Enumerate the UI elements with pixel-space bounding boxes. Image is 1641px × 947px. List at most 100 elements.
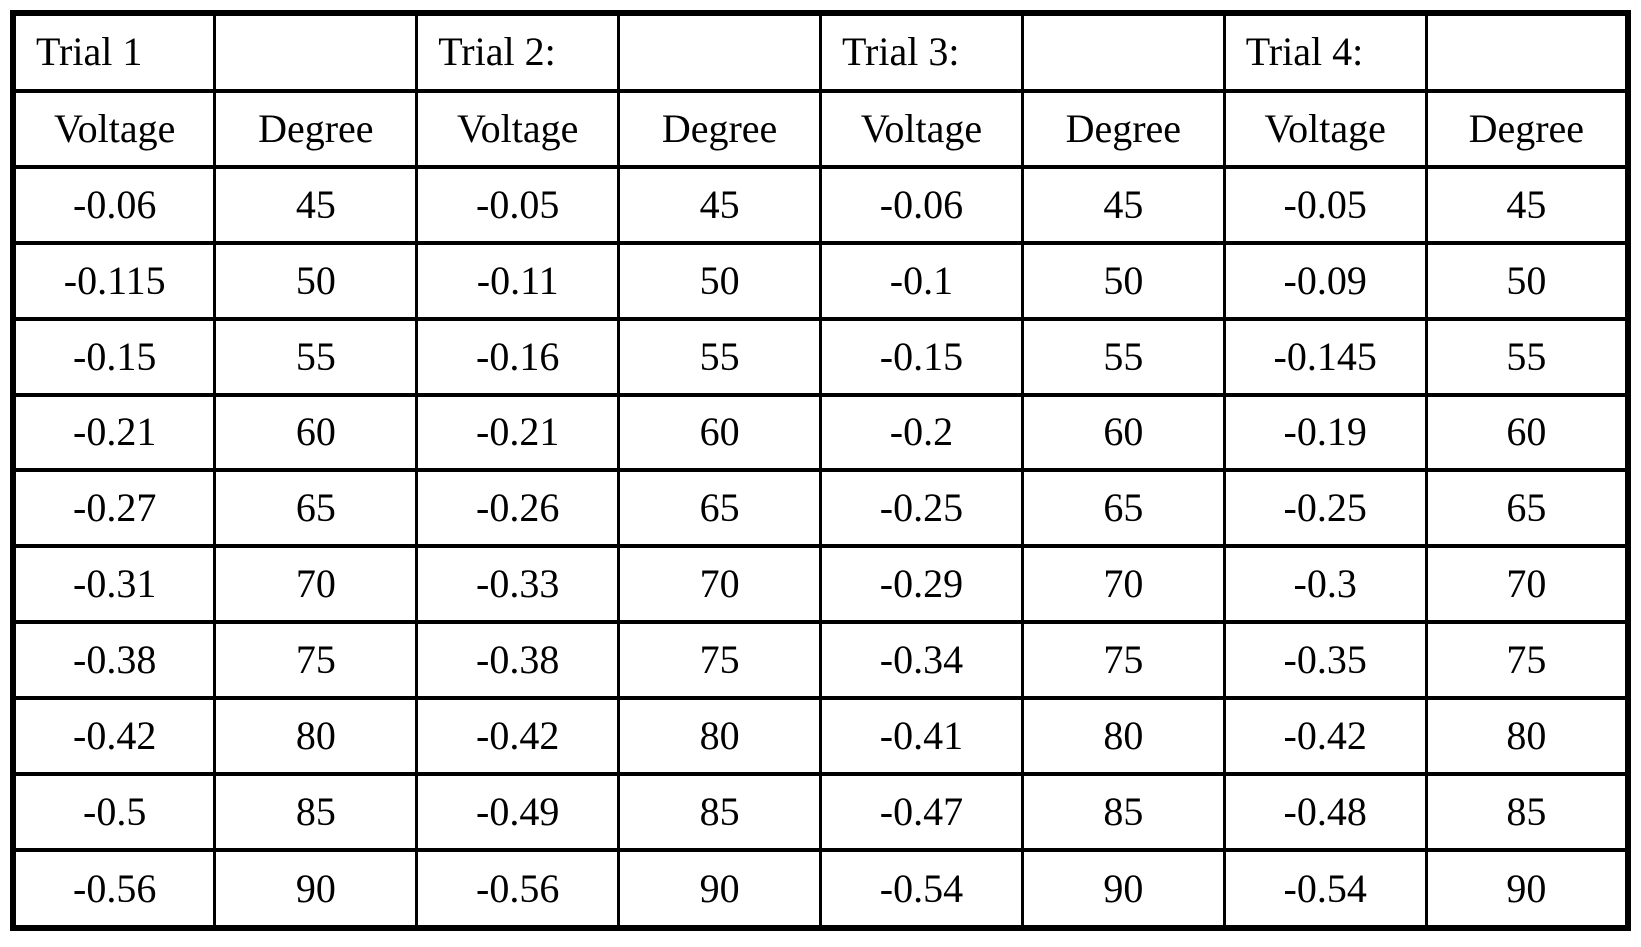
data-cell: -0.05 — [1222, 164, 1428, 245]
data-cell: -0.21 — [11, 392, 217, 473]
data-cell: 70 — [617, 544, 822, 625]
data-cell: -0.25 — [1222, 468, 1428, 549]
data-cell: 90 — [1424, 848, 1630, 930]
data-cell: 90 — [1020, 848, 1226, 930]
table-row: -0.115 50 -0.11 50 -0.1 50 -0.09 50 — [11, 240, 1630, 321]
data-cell: 65 — [1424, 468, 1630, 549]
data-cell: -0.2 — [819, 392, 1024, 473]
data-cell: 50 — [1020, 240, 1226, 321]
data-cell: -0.35 — [1222, 620, 1428, 701]
data-cell: -0.27 — [11, 468, 217, 549]
trial-header-cell — [617, 11, 822, 93]
data-cell: -0.38 — [11, 620, 217, 701]
data-cell: -0.34 — [819, 620, 1024, 701]
data-cell: 55 — [1020, 316, 1226, 397]
trial-header-cell — [213, 11, 419, 93]
data-cell: 85 — [617, 772, 822, 853]
data-cell: -0.47 — [819, 772, 1024, 853]
data-cell: 80 — [213, 696, 419, 777]
data-cell: -0.42 — [1222, 696, 1428, 777]
data-cell: 50 — [1424, 240, 1630, 321]
data-cell: -0.42 — [415, 696, 621, 777]
column-header-cell: Degree — [1020, 88, 1226, 169]
data-cell: 70 — [1424, 544, 1630, 625]
data-cell: 65 — [1020, 468, 1226, 549]
trial-header-cell: Trial 1 — [11, 11, 217, 93]
trial-header-row: Trial 1 Trial 2: Trial 3: Trial 4: — [11, 11, 1630, 93]
data-cell: -0.31 — [11, 544, 217, 625]
data-cell: 70 — [213, 544, 419, 625]
data-cell: -0.15 — [819, 316, 1024, 397]
data-cell: -0.38 — [415, 620, 621, 701]
table-row: -0.56 90 -0.56 90 -0.54 90 -0.54 90 — [11, 848, 1630, 930]
table-body: Trial 1 Trial 2: Trial 3: Trial 4: Voltage De… — [11, 11, 1630, 930]
data-cell: 90 — [617, 848, 822, 930]
data-cell: 45 — [213, 164, 419, 245]
column-header-cell: Voltage — [1222, 88, 1428, 169]
data-cell: 65 — [213, 468, 419, 549]
data-cell: 75 — [617, 620, 822, 701]
data-cell: 55 — [213, 316, 419, 397]
data-cell: -0.145 — [1222, 316, 1428, 397]
table-row: -0.15 55 -0.16 55 -0.15 55 -0.145 55 — [11, 316, 1630, 397]
column-header-cell: Degree — [213, 88, 419, 169]
data-cell: 50 — [213, 240, 419, 321]
data-cell: 55 — [617, 316, 822, 397]
data-cell: 80 — [1020, 696, 1226, 777]
data-cell: -0.54 — [1222, 848, 1428, 930]
data-cell: -0.26 — [415, 468, 621, 549]
data-cell: -0.06 — [11, 164, 217, 245]
data-cell: -0.05 — [415, 164, 621, 245]
data-cell: 75 — [213, 620, 419, 701]
trial-header-cell — [1020, 11, 1226, 93]
data-cell: 75 — [1020, 620, 1226, 701]
data-cell: -0.33 — [415, 544, 621, 625]
data-cell: 80 — [1424, 696, 1630, 777]
table-row: -0.42 80 -0.42 80 -0.41 80 -0.42 80 — [11, 696, 1630, 777]
table-row: -0.38 75 -0.38 75 -0.34 75 -0.35 75 — [11, 620, 1630, 701]
table-row: -0.31 70 -0.33 70 -0.29 70 -0.3 70 — [11, 544, 1630, 625]
data-cell: 45 — [617, 164, 822, 245]
data-cell: 60 — [1424, 392, 1630, 473]
data-cell: -0.56 — [415, 848, 621, 930]
data-cell: -0.3 — [1222, 544, 1428, 625]
data-cell: 50 — [617, 240, 822, 321]
data-cell: -0.15 — [11, 316, 217, 397]
data-cell: -0.19 — [1222, 392, 1428, 473]
voltage-degree-table: Trial 1 Trial 2: Trial 3: Trial 4: Voltage De… — [10, 10, 1631, 931]
table-row: -0.21 60 -0.21 60 -0.2 60 -0.19 60 — [11, 392, 1630, 473]
table-row: -0.5 85 -0.49 85 -0.47 85 -0.48 85 — [11, 772, 1630, 853]
data-cell: -0.29 — [819, 544, 1024, 625]
data-cell: -0.54 — [819, 848, 1024, 930]
data-cell: -0.5 — [11, 772, 217, 853]
data-cell: 85 — [1424, 772, 1630, 853]
data-cell: -0.11 — [415, 240, 621, 321]
data-cell: -0.42 — [11, 696, 217, 777]
data-cell: 75 — [1424, 620, 1630, 701]
data-cell: -0.1 — [819, 240, 1024, 321]
data-cell: 60 — [1020, 392, 1226, 473]
data-cell: -0.21 — [415, 392, 621, 473]
data-cell: 85 — [213, 772, 419, 853]
data-cell: -0.48 — [1222, 772, 1428, 853]
data-cell: 85 — [1020, 772, 1226, 853]
data-cell: 70 — [1020, 544, 1226, 625]
data-cell: -0.25 — [819, 468, 1024, 549]
data-cell: 55 — [1424, 316, 1630, 397]
data-cell: 60 — [617, 392, 822, 473]
column-header-cell: Degree — [1424, 88, 1630, 169]
data-cell: 90 — [213, 848, 419, 930]
column-header-cell: Voltage — [819, 88, 1024, 169]
trial-header-cell: Trial 4: — [1222, 11, 1428, 93]
data-cell: -0.06 — [819, 164, 1024, 245]
data-cell: 60 — [213, 392, 419, 473]
data-cell: 80 — [617, 696, 822, 777]
data-cell: 65 — [617, 468, 822, 549]
data-cell: -0.115 — [11, 240, 217, 321]
data-cell: 45 — [1424, 164, 1630, 245]
data-cell: 45 — [1020, 164, 1226, 245]
column-header-row: Voltage Degree Voltage Degree Voltage Degree V… — [11, 88, 1630, 169]
trial-header-cell: Trial 3: — [819, 11, 1024, 93]
data-cell: -0.09 — [1222, 240, 1428, 321]
